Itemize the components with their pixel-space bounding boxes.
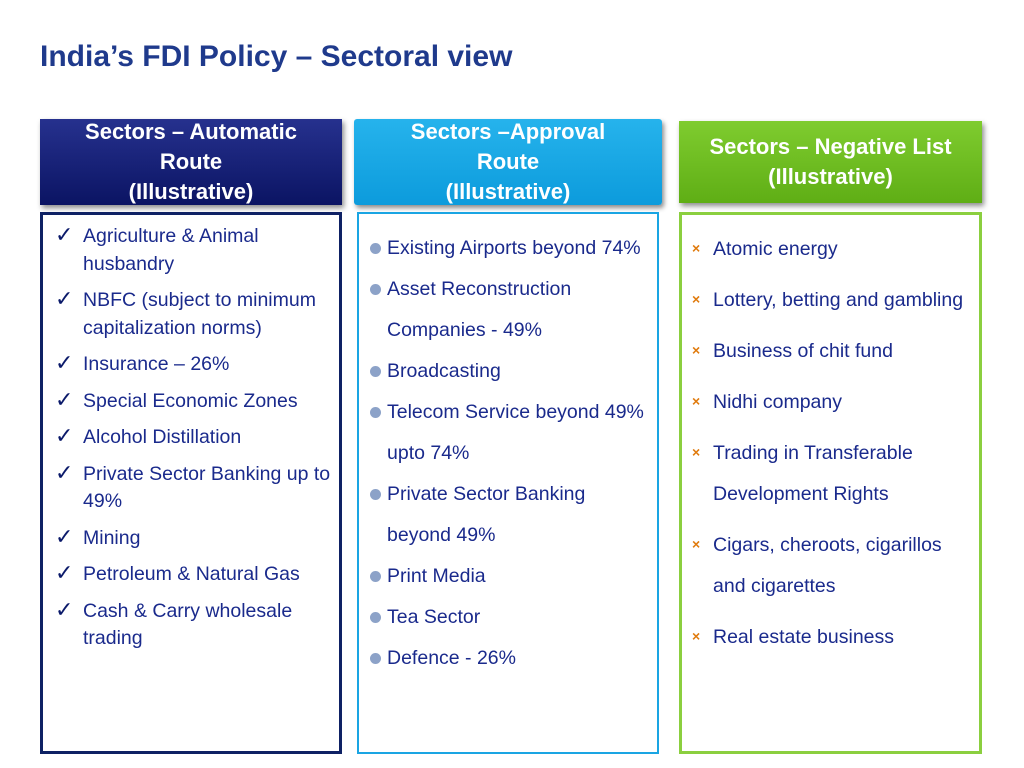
approval-route-header: Sectors –Approval Route (Illustrative) [354, 119, 662, 205]
checkmark-icon: ✓ [55, 286, 74, 311]
item-text: Defence - 26% [387, 647, 516, 669]
item-text: Alcohol Distillation [83, 426, 242, 448]
list-item: Asset Reconstruction Companies - 49% [369, 269, 651, 351]
item-text: Insurance – 26% [83, 353, 230, 375]
list-item: ✓ Private Sector Banking up to 49% [53, 459, 331, 516]
list-item: Existing Airports beyond 74% [369, 228, 651, 269]
cross-icon: × [692, 444, 701, 460]
cross-icon: × [692, 342, 701, 358]
negative-list-header: Sectors – Negative List (Illustrative) [679, 121, 982, 203]
item-text: Print Media [387, 565, 486, 587]
header-line: Route [159, 149, 223, 174]
negative-list-box: × Atomic energy × Lottery, betting and gam… [679, 212, 982, 754]
bullet-dot-icon [370, 366, 381, 377]
checkmark-icon: ✓ [55, 523, 74, 549]
item-text: Tea Sector [387, 606, 481, 628]
checkmark-icon: ✓ [55, 386, 74, 412]
list-item: × Trading in Transferable Development Rig… [690, 433, 971, 515]
bullet-dot-icon [370, 653, 381, 664]
list-item: ✓ Special Economic Zones [53, 386, 331, 416]
item-text: Nidhi company [713, 391, 842, 413]
checkmark-icon: ✓ [55, 596, 74, 622]
list-item: Defence - 26% [369, 638, 651, 679]
list-item: ✓ Agriculture & Animal husbandry [53, 222, 331, 278]
negative-list: × Atomic energy × Lottery, betting and gam… [682, 215, 979, 658]
automatic-route-header: Sectors – Automatic Route (Illustrative) [40, 119, 342, 205]
list-item: × Cigars, cheroots, cigarillos and cigare… [690, 525, 971, 607]
list-item: × Real estate business [690, 617, 971, 658]
item-text: Petroleum & Natural Gas [83, 563, 300, 585]
list-item: Telecom Service beyond 49% upto 74% [369, 392, 651, 474]
checkmark-icon: ✓ [55, 350, 74, 375]
item-text: Existing Airports beyond 74% [387, 237, 641, 259]
item-text: Special Economic Zones [83, 389, 298, 412]
item-text: Mining [83, 526, 141, 549]
item-text: Agriculture & Animal husbandry [83, 225, 259, 275]
list-item: ✓ NBFC (subject to minimum capitalization… [53, 286, 331, 342]
cross-icon: × [692, 536, 701, 552]
list-item: × Nidhi company [690, 382, 971, 423]
checkmark-icon: ✓ [55, 423, 74, 448]
header-line: (Illustrative) [128, 179, 254, 204]
item-text: Cash & Carry wholesale trading [83, 599, 293, 650]
header-line: Route [476, 149, 540, 174]
list-item: Broadcasting [369, 351, 651, 392]
item-text: Trading in Transferable Development Righ… [713, 442, 913, 505]
list-item: Print Media [369, 556, 651, 597]
item-text: Asset Reconstruction Companies - 49% [387, 278, 572, 341]
header-line: (Illustrative) [768, 164, 893, 189]
approval-route-list-box: Existing Airports beyond 74% Asset Recon… [357, 212, 659, 754]
list-item: Tea Sector [369, 597, 651, 638]
bullet-dot-icon [370, 284, 381, 295]
checkmark-icon: ✓ [55, 560, 74, 585]
list-item: ✓ Alcohol Distillation [53, 423, 331, 452]
item-text: Cigars, cheroots, cigarillos and cigaret… [713, 534, 942, 597]
header-line: Sectors – Negative List [709, 134, 952, 159]
cross-icon: × [692, 291, 701, 307]
list-item: ✓ Insurance – 26% [53, 350, 331, 379]
bullet-dot-icon [370, 489, 381, 500]
bullet-dot-icon [370, 407, 381, 418]
cross-icon: × [692, 393, 701, 409]
item-text: NBFC (subject to minimum capitalization … [83, 289, 316, 339]
header-line: (Illustrative) [445, 179, 571, 204]
item-text: Broadcasting [387, 360, 501, 382]
item-text: Lottery, betting and gambling [713, 289, 964, 311]
checkmark-icon: ✓ [55, 459, 74, 485]
header-line: Sectors – Automatic [85, 119, 297, 144]
list-item: × Atomic energy [690, 229, 971, 270]
checkmark-icon: ✓ [55, 222, 74, 247]
page-title: India’s FDI Policy – Sectoral view [40, 40, 513, 73]
item-text: Atomic energy [713, 238, 838, 260]
item-text: Private Sector Banking up to 49% [83, 462, 331, 513]
list-item: Private Sector Banking beyond 49% [369, 474, 651, 556]
item-text: Private Sector Banking beyond 49% [387, 483, 586, 546]
bullet-dot-icon [370, 612, 381, 623]
cross-icon: × [692, 240, 701, 256]
list-item: × Business of chit fund [690, 331, 971, 372]
list-item: ✓ Mining [53, 523, 331, 553]
bullet-dot-icon [370, 243, 381, 254]
header-line: Sectors –Approval [410, 119, 606, 144]
cross-icon: × [692, 628, 701, 644]
list-item: × Lottery, betting and gambling [690, 280, 971, 321]
list-item: ✓ Cash & Carry wholesale trading [53, 596, 331, 653]
approval-route-list: Existing Airports beyond 74% Asset Recon… [359, 214, 657, 679]
automatic-route-list: ✓ Agriculture & Animal husbandry ✓ NBFC (s… [43, 215, 339, 653]
bullet-dot-icon [370, 571, 381, 582]
automatic-route-list-box: ✓ Agriculture & Animal husbandry ✓ NBFC (s… [40, 212, 342, 754]
item-text: Telecom Service beyond 49% upto 74% [387, 401, 644, 464]
item-text: Business of chit fund [713, 340, 893, 362]
item-text: Real estate business [713, 626, 895, 648]
list-item: ✓ Petroleum & Natural Gas [53, 560, 331, 589]
